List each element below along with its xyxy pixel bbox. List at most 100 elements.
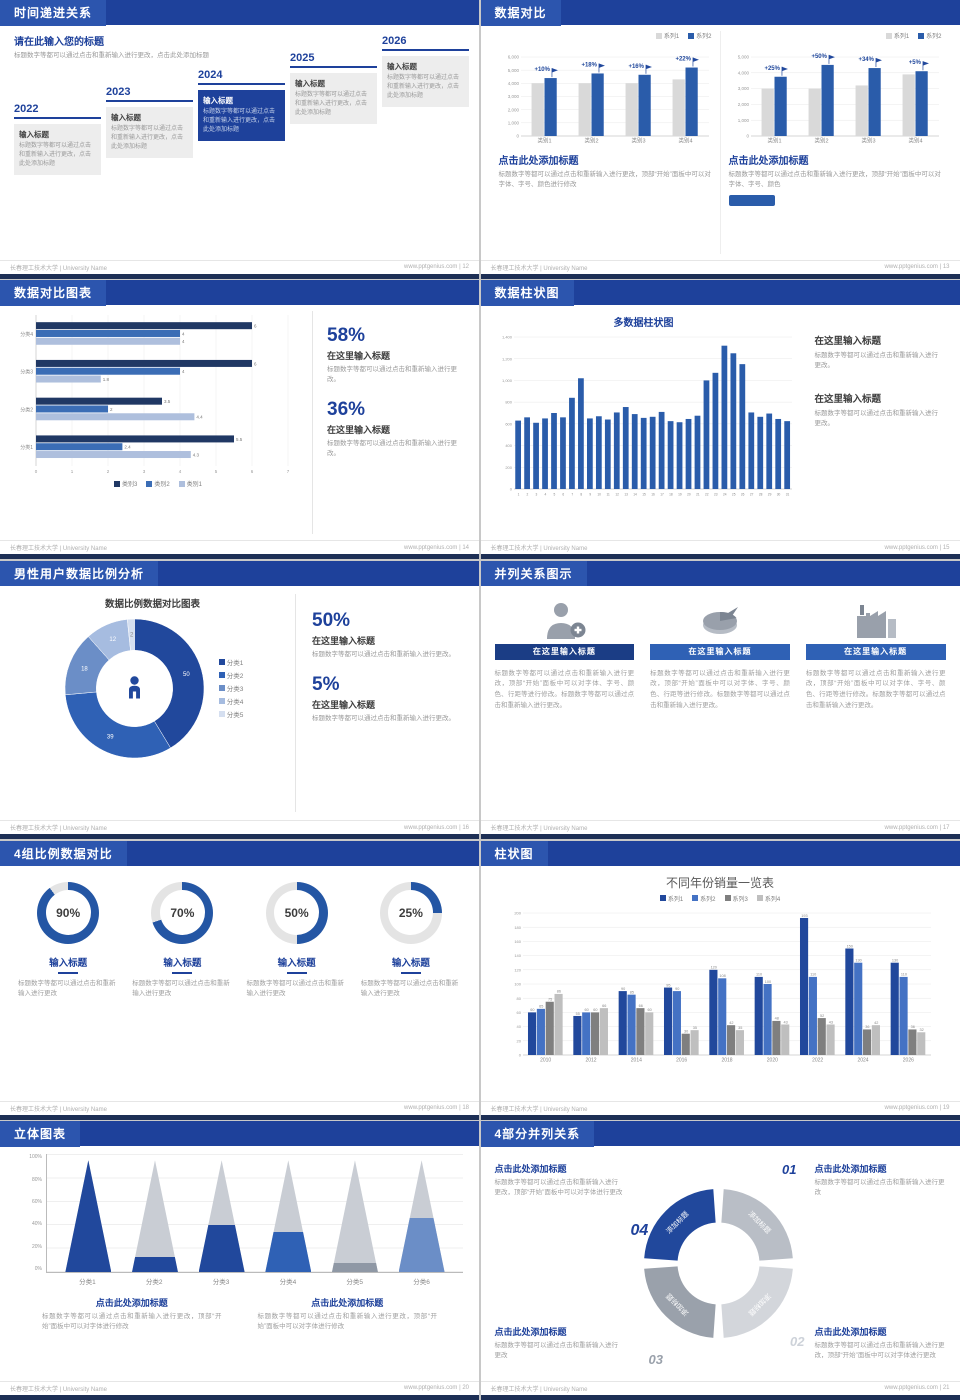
progress-ring: 90% (37, 881, 100, 944)
slide-footer: 长春理工技术大学 | University Name www.pptgenius… (0, 1380, 479, 1395)
block-text: 标题数字等都可以通过点击和重新输入进行更改，顶部“开始”面板中可以对字体、字号、… (498, 171, 711, 189)
svg-text:2: 2 (107, 469, 110, 474)
factory-icon (806, 596, 946, 644)
legend-item: 系列1 (885, 31, 909, 40)
svg-text:7: 7 (287, 469, 290, 474)
progress-value: 50% (274, 890, 320, 936)
block-text: 标题数字等都可以通过点击和重新输入进行更改。 (814, 410, 939, 428)
svg-text:类别4: 类别4 (678, 137, 692, 145)
progress-item: 90% 输入标题 标题数字等都可以通过点击和重新输入进行更改 (18, 881, 118, 1101)
svg-text:12: 12 (109, 637, 116, 643)
svg-text:8: 8 (580, 493, 582, 497)
svg-text:5.5: 5.5 (236, 437, 243, 442)
svg-text:52: 52 (820, 1014, 824, 1018)
svg-text:+50%: +50% (811, 54, 827, 60)
footer-university: 长春理工技术大学 | University Name (10, 826, 107, 833)
svg-text:130: 130 (855, 958, 861, 962)
footer-university: 长春理工技术大学 | University Name (490, 546, 588, 553)
legend-item: 分类3 (218, 683, 243, 693)
text-column: 在这里输入标题 标题数字等都可以通过点击和重新输入进行更改。 在这里输入标题 标… (799, 311, 952, 534)
svg-text:80: 80 (517, 996, 522, 1001)
stat-title: 在这里输入标题 (312, 699, 376, 710)
slide-header: 并列关系图示 (480, 560, 960, 587)
svg-text:27: 27 (749, 493, 753, 497)
svg-text:110: 110 (756, 973, 762, 977)
footer-university: 长春理工技术大学 | University Name (10, 265, 107, 272)
timeline-card-title: 输入标题 (387, 62, 417, 71)
slide-17-parallel-relations: 并列关系图示 在这里输入标题 标题数字等都可以通过点击和重新输入进行更改，顶部“… (480, 560, 960, 840)
plot-area: 分类1 分类2 分类3 分类4 分类5 分类6 (46, 1154, 463, 1286)
svg-text:3,000: 3,000 (507, 94, 519, 99)
svg-text:42: 42 (874, 1021, 878, 1025)
svg-text:90: 90 (621, 987, 625, 991)
comparison-panel-right: 系列1 系列2 0 1,000 2,000 3,000 4,000 5,000 +25% +5… (719, 31, 950, 254)
content-heading: 请在此输入您的标题 (14, 37, 104, 48)
timeline-item-2022: 2022 输入标题 标题数字等都可以通过点击和重新输入进行更改，点击此处添加标题 (14, 33, 101, 175)
progress-ring: 50% (265, 881, 328, 944)
svg-text:2,000: 2,000 (737, 102, 749, 107)
footer-university: 长春理工技术大学 | University Name (490, 1106, 588, 1113)
svg-text:2018: 2018 (721, 1057, 732, 1063)
svg-text:39: 39 (107, 734, 114, 740)
stat-percentage: 5% (312, 673, 340, 695)
slide-18-four-ratio-comparison: 4组比例数据对比 90% 输入标题 标题数字等都可以通过点击和重新输入进行更改 … (0, 840, 479, 1120)
y-tick: 0% (34, 1266, 42, 1273)
slide-title: 时间递进关系 (0, 0, 107, 26)
svg-text:6: 6 (251, 469, 254, 474)
svg-text:类别2: 类别2 (584, 137, 598, 145)
nurse-icon (495, 596, 635, 644)
card: 在这里输入标题 标题数字等都可以通过点击和重新输入进行更改，顶部“开始”面板中可… (805, 596, 946, 811)
svg-text:类别3: 类别3 (631, 137, 645, 145)
card-title: 在这里输入标题 (688, 647, 752, 657)
y-tick: 80% (31, 1176, 42, 1183)
svg-text:130: 130 (892, 958, 898, 962)
svg-text:7: 7 (571, 493, 573, 497)
timeline-year: 2023 (106, 86, 131, 98)
block-text: 标题数字等都可以通过点击和重新输入进行更改，顶部“开始”面板中可以对字体进行更改 (814, 1342, 945, 1360)
item-text: 标题数字等都可以通过点击和重新输入进行更改 (360, 979, 459, 997)
svg-text:4: 4 (182, 339, 185, 344)
footer-university: 长春理工技术大学 | University Name (490, 1386, 588, 1393)
svg-text:18: 18 (81, 666, 88, 672)
svg-text:35: 35 (693, 1026, 697, 1030)
slide-header: 时间递进关系 (0, 0, 479, 26)
slide-title: 男性用户数据比例分析 (0, 560, 159, 587)
svg-text:+22%: +22% (675, 57, 691, 63)
svg-text:29: 29 (767, 493, 771, 497)
svg-text:9: 9 (589, 493, 591, 497)
footer-site-page: www.pptgenius.com | 21 (884, 1385, 950, 1392)
svg-text:+34%: +34% (858, 57, 874, 63)
pie-3d-icon (650, 596, 790, 644)
text-block: 点击此处添加标题 标题数字等都可以通过点击和重新输入进行更改，顶部“开始”面板中… (42, 1296, 222, 1332)
svg-text:12: 12 (615, 493, 619, 497)
svg-text:2016: 2016 (676, 1057, 687, 1063)
legend-item: 系列1 (655, 31, 679, 40)
comparison-panel-left: 系列1 系列2 0 1,000 2,000 3,000 4,000 5,000 6,000 +… (491, 31, 720, 254)
svg-text:42: 42 (729, 1021, 733, 1025)
progress-value: 25% (388, 890, 434, 936)
slide-title: 4部分并列关系 (480, 1121, 595, 1147)
svg-text:2010: 2010 (540, 1057, 551, 1063)
left-text-column: 点击此处添加标题 标题数字等都可以通过点击和重新输入进行更改，顶部“开始”面板中… (495, 1156, 623, 1371)
item-title: 输入标题 (163, 957, 202, 969)
slide-footer: 长春理工技术大学 | University Name www.pptgenius… (480, 1100, 960, 1115)
svg-text:60: 60 (584, 1008, 588, 1012)
chart-legend: 系列1 系列2 系列3 系列4 (659, 894, 780, 903)
svg-text:25: 25 (731, 493, 735, 497)
svg-text:5: 5 (215, 469, 218, 474)
y-axis-labels: 100% 80% 60% 40% 20% 0% (16, 1154, 46, 1272)
svg-text:600: 600 (505, 422, 512, 427)
cone-shape (131, 1160, 178, 1273)
chart-legend: 系列1 系列2 (499, 31, 712, 40)
cone-label: 分类4 (279, 1279, 297, 1287)
svg-text:2026: 2026 (903, 1057, 914, 1063)
svg-text:2: 2 (130, 632, 134, 638)
stat-block: 50% 在这里输入标题 标题数字等都可以通过点击和重新输入进行更改。 (312, 610, 463, 660)
footer-site-page: www.pptgenius.com | 15 (884, 544, 950, 551)
timeline-card-title: 输入标题 (295, 79, 325, 88)
cta-button[interactable] (728, 195, 775, 207)
grouped-column-chart: 0 20 40 60 80 100 120 140 160 180 200 60 55 90 95 120 11… (514, 910, 931, 1063)
progress-ring: 70% (151, 881, 214, 944)
stat-block: 58% 在这里输入标题 标题数字等都可以通过点击和重新输入进行更改。 (327, 325, 465, 385)
slide-body: 请在此输入您的标题 标题数字等都可以通过点击和重新输入进行更改，点击此处添加标题… (0, 25, 479, 260)
